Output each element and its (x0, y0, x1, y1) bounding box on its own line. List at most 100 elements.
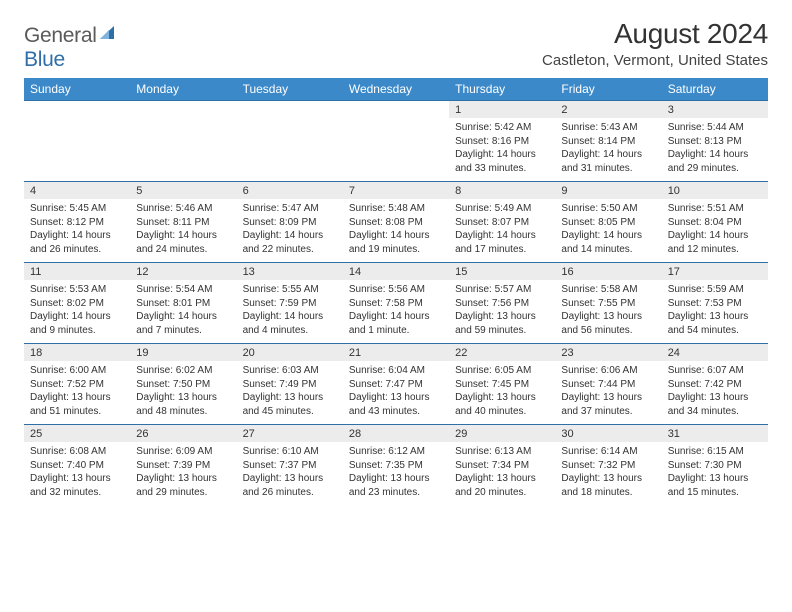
day-number: 4 (24, 182, 130, 200)
day-number: 13 (237, 263, 343, 281)
day-cell: Sunrise: 6:05 AMSunset: 7:45 PMDaylight:… (449, 361, 555, 425)
day-cell-line: Sunrise: 6:10 AM (243, 445, 337, 459)
day-number (130, 101, 236, 119)
location: Castleton, Vermont, United States (542, 52, 768, 69)
day-cell-line: Sunrise: 6:00 AM (30, 364, 124, 378)
day-cell-line: Daylight: 13 hours and 32 minutes. (30, 472, 124, 499)
day-cell-line: Daylight: 13 hours and 54 minutes. (668, 310, 762, 337)
day-number: 16 (555, 263, 661, 281)
day-cell-line: Daylight: 13 hours and 40 minutes. (455, 391, 549, 418)
daynum-row: 123 (24, 101, 768, 119)
day-number: 23 (555, 344, 661, 362)
col-saturday: Saturday (662, 78, 768, 101)
day-cell: Sunrise: 5:58 AMSunset: 7:55 PMDaylight:… (555, 280, 661, 344)
day-cell (130, 118, 236, 182)
day-cell-line: Daylight: 13 hours and 26 minutes. (243, 472, 337, 499)
brand-general: General (24, 24, 97, 47)
day-cell-line: Sunrise: 6:12 AM (349, 445, 443, 459)
day-number: 31 (662, 425, 768, 443)
day-cell-line: Sunrise: 6:14 AM (561, 445, 655, 459)
day-number (24, 101, 130, 119)
day-number: 29 (449, 425, 555, 443)
day-cell-line: Daylight: 14 hours and 24 minutes. (136, 229, 230, 256)
day-content-row: Sunrise: 5:45 AMSunset: 8:12 PMDaylight:… (24, 199, 768, 263)
day-cell-line: Sunrise: 5:46 AM (136, 202, 230, 216)
day-cell-line: Sunrise: 6:15 AM (668, 445, 762, 459)
col-tuesday: Tuesday (237, 78, 343, 101)
day-cell-line: Sunset: 8:07 PM (455, 216, 549, 230)
day-cell-line: Sunset: 7:47 PM (349, 378, 443, 392)
day-cell-line: Sunrise: 5:45 AM (30, 202, 124, 216)
day-cell-line: Daylight: 13 hours and 15 minutes. (668, 472, 762, 499)
day-cell: Sunrise: 6:08 AMSunset: 7:40 PMDaylight:… (24, 442, 130, 505)
day-cell-line: Sunset: 7:58 PM (349, 297, 443, 311)
day-cell-line: Daylight: 14 hours and 4 minutes. (243, 310, 337, 337)
day-cell-line: Sunset: 8:09 PM (243, 216, 337, 230)
title-block: August 2024 Castleton, Vermont, United S… (542, 18, 768, 69)
header: GeneralBlue August 2024 Castleton, Vermo… (24, 18, 768, 72)
day-cell-line: Sunset: 8:11 PM (136, 216, 230, 230)
day-number: 14 (343, 263, 449, 281)
day-cell-line: Sunset: 8:14 PM (561, 135, 655, 149)
day-cell-line: Daylight: 13 hours and 29 minutes. (136, 472, 230, 499)
day-cell-line: Daylight: 14 hours and 26 minutes. (30, 229, 124, 256)
day-cell-line: Daylight: 13 hours and 37 minutes. (561, 391, 655, 418)
day-content-row: Sunrise: 5:42 AMSunset: 8:16 PMDaylight:… (24, 118, 768, 182)
day-cell-line: Sunrise: 6:07 AM (668, 364, 762, 378)
day-cell: Sunrise: 5:57 AMSunset: 7:56 PMDaylight:… (449, 280, 555, 344)
day-number: 11 (24, 263, 130, 281)
col-friday: Friday (555, 78, 661, 101)
day-cell: Sunrise: 5:43 AMSunset: 8:14 PMDaylight:… (555, 118, 661, 182)
col-thursday: Thursday (449, 78, 555, 101)
day-cell-line: Daylight: 14 hours and 17 minutes. (455, 229, 549, 256)
brand-logo: GeneralBlue (24, 18, 117, 72)
day-cell-line: Sunset: 7:53 PM (668, 297, 762, 311)
day-cell-line: Sunrise: 5:43 AM (561, 121, 655, 135)
day-cell-line: Sunset: 8:12 PM (30, 216, 124, 230)
day-cell-line: Sunset: 7:39 PM (136, 459, 230, 473)
day-number: 9 (555, 182, 661, 200)
day-number: 22 (449, 344, 555, 362)
day-cell-line: Daylight: 14 hours and 9 minutes. (30, 310, 124, 337)
day-cell-line: Sunset: 8:04 PM (668, 216, 762, 230)
day-cell-line: Sunset: 7:35 PM (349, 459, 443, 473)
day-cell-line: Sunset: 7:44 PM (561, 378, 655, 392)
day-cell-line: Sunrise: 5:54 AM (136, 283, 230, 297)
day-cell: Sunrise: 6:15 AMSunset: 7:30 PMDaylight:… (662, 442, 768, 505)
brand-blue: Blue (24, 48, 65, 71)
day-cell-line: Sunrise: 5:42 AM (455, 121, 549, 135)
day-cell-line: Daylight: 13 hours and 23 minutes. (349, 472, 443, 499)
day-cell: Sunrise: 6:04 AMSunset: 7:47 PMDaylight:… (343, 361, 449, 425)
day-number: 21 (343, 344, 449, 362)
day-number: 20 (237, 344, 343, 362)
day-number: 1 (449, 101, 555, 119)
day-number: 24 (662, 344, 768, 362)
day-cell-line: Sunset: 7:52 PM (30, 378, 124, 392)
day-cell-line: Sunrise: 5:44 AM (668, 121, 762, 135)
day-cell: Sunrise: 6:10 AMSunset: 7:37 PMDaylight:… (237, 442, 343, 505)
day-cell-line: Sunrise: 5:59 AM (668, 283, 762, 297)
day-number: 8 (449, 182, 555, 200)
day-cell-line: Sunrise: 6:04 AM (349, 364, 443, 378)
daynum-row: 18192021222324 (24, 344, 768, 362)
day-cell-line: Sunset: 8:08 PM (349, 216, 443, 230)
day-cell-line: Sunrise: 6:02 AM (136, 364, 230, 378)
day-number: 12 (130, 263, 236, 281)
col-wednesday: Wednesday (343, 78, 449, 101)
day-number: 19 (130, 344, 236, 362)
day-cell-line: Daylight: 14 hours and 14 minutes. (561, 229, 655, 256)
day-cell-line: Sunset: 8:02 PM (30, 297, 124, 311)
day-number: 10 (662, 182, 768, 200)
daynum-row: 11121314151617 (24, 263, 768, 281)
day-cell: Sunrise: 6:00 AMSunset: 7:52 PMDaylight:… (24, 361, 130, 425)
day-cell-line: Sunrise: 5:51 AM (668, 202, 762, 216)
day-cell-line: Sunrise: 6:05 AM (455, 364, 549, 378)
calendar-page: GeneralBlue August 2024 Castleton, Vermo… (0, 0, 792, 505)
day-number: 30 (555, 425, 661, 443)
calendar-table: Sunday Monday Tuesday Wednesday Thursday… (24, 78, 768, 505)
day-cell-line: Sunset: 7:45 PM (455, 378, 549, 392)
day-cell-line: Sunrise: 6:08 AM (30, 445, 124, 459)
day-cell-line: Daylight: 13 hours and 20 minutes. (455, 472, 549, 499)
day-cell-line: Sunrise: 5:57 AM (455, 283, 549, 297)
day-cell-line: Sunset: 7:42 PM (668, 378, 762, 392)
